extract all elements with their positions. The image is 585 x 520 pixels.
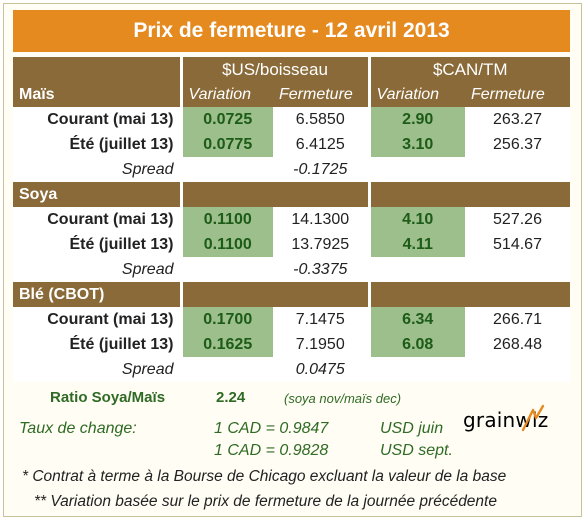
spread-row: Spread 0.0475	[13, 357, 570, 382]
row-label: Été (juillet 13)	[13, 132, 181, 157]
section-fill	[273, 282, 369, 307]
section-header-row: Blé (CBOT)	[13, 282, 570, 307]
grainwiz-logo: grainwiz	[463, 404, 555, 434]
grainwiz-logo-mark: grainwiz	[463, 404, 548, 432]
can-fermeture-value: 266.71	[465, 307, 570, 332]
section-header-row: Soya	[13, 182, 570, 207]
us-variation-value: 0.0775	[179, 132, 273, 157]
can-variation-value: 4.10	[367, 207, 465, 232]
can-fermeture-value: 527.26	[465, 207, 570, 232]
exchange-rate-2: 1 CAD = 0.9828	[214, 442, 329, 459]
section-fill	[367, 282, 465, 307]
row-label: Courant (mai 13)	[13, 107, 181, 132]
col-header-us-fermeture: Fermeture	[273, 82, 369, 107]
us-fermeture-value: 6.5850	[273, 107, 369, 132]
row-label: Été (juillet 13)	[13, 232, 181, 257]
us-fermeture-value: 13.7925	[273, 232, 369, 257]
footnote-2: ** Variation basée sur le prix de fermet…	[34, 493, 497, 510]
section-fill	[465, 182, 570, 207]
table-row: Été (juillet 13) 0.1625 7.1950 6.08 268.…	[13, 332, 570, 357]
section-fill	[179, 282, 273, 307]
empty-cell	[367, 157, 465, 182]
empty-cell	[179, 157, 273, 182]
us-fermeture-value: 14.1300	[273, 207, 369, 232]
table-row: Courant (mai 13) 0.1700 7.1475 6.34 266.…	[13, 307, 570, 332]
price-table: $US/boisseau $CAN/TM Maïs Variation Ferm…	[13, 57, 570, 382]
can-variation-value: 6.34	[367, 307, 465, 332]
group-header-us: $US/boisseau	[179, 57, 369, 82]
exchange-rate-1: 1 CAD = 0.9847	[214, 420, 329, 437]
table-row: Été (juillet 13) 0.1100 13.7925 4.11 514…	[13, 232, 570, 257]
can-variation-value: 4.11	[367, 232, 465, 257]
footnote-1: * Contrat à terme à la Bourse de Chicago…	[22, 468, 507, 485]
empty-cell	[367, 357, 465, 382]
section-fill	[367, 182, 465, 207]
spread-row: Spread -0.1725	[13, 157, 570, 182]
section-title-mais: Maïs	[13, 82, 181, 107]
can-fermeture-value: 263.27	[465, 107, 570, 132]
spread-label: Spread	[13, 157, 181, 182]
us-fermeture-value: 7.1475	[273, 307, 369, 332]
column-header-row: Maïs Variation Fermeture Variation Ferme…	[13, 82, 570, 107]
us-fermeture-value: 6.4125	[273, 132, 369, 157]
can-variation-value: 2.90	[367, 107, 465, 132]
section-fill	[179, 182, 273, 207]
exchange-unit-2: USD sept.	[380, 442, 453, 459]
row-label: Courant (mai 13)	[13, 307, 181, 332]
can-variation-value: 3.10	[367, 132, 465, 157]
empty-cell	[367, 257, 465, 282]
can-variation-value: 6.08	[367, 332, 465, 357]
can-fermeture-value: 514.67	[465, 232, 570, 257]
us-variation-value: 0.1700	[179, 307, 273, 332]
us-variation-value: 0.1100	[179, 232, 273, 257]
table-row: Courant (mai 13) 0.0725 6.5850 2.90 263.…	[13, 107, 570, 132]
empty-cell	[465, 257, 570, 282]
spread-label: Spread	[13, 357, 181, 382]
spread-row: Spread -0.3375	[13, 257, 570, 282]
page-title: Prix de fermeture - 12 avril 2013	[13, 10, 570, 52]
row-label: Courant (mai 13)	[13, 207, 181, 232]
logo-wordmark: grainwiz	[463, 408, 548, 432]
spread-label: Spread	[13, 257, 181, 282]
section-title-ble: Blé (CBOT)	[13, 282, 181, 307]
empty-cell	[465, 357, 570, 382]
empty-cell	[465, 157, 570, 182]
currency-header-row: $US/boisseau $CAN/TM	[13, 57, 570, 82]
us-variation-value: 0.1625	[179, 332, 273, 357]
ratio-note: (soya nov/maïs dec)	[284, 391, 402, 406]
us-variation-value: 0.0725	[179, 107, 273, 132]
spread-value: -0.1725	[273, 157, 369, 182]
empty-cell	[179, 357, 273, 382]
section-fill	[273, 182, 369, 207]
section-title-soya: Soya	[13, 182, 181, 207]
us-fermeture-value: 7.1950	[273, 332, 369, 357]
logo-arrow-icon	[521, 404, 545, 432]
spread-value: -0.3375	[273, 257, 369, 282]
col-header-us-variation: Variation	[179, 82, 273, 107]
table-row: Été (juillet 13) 0.0775 6.4125 3.10 256.…	[13, 132, 570, 157]
header-corner	[13, 57, 181, 82]
us-variation-value: 0.1100	[179, 207, 273, 232]
spread-value: 0.0475	[273, 357, 369, 382]
col-header-can-fermeture: Fermeture	[465, 82, 570, 107]
col-header-can-variation: Variation	[367, 82, 465, 107]
exchange-rate-label: Taux de change:	[19, 420, 137, 437]
empty-cell	[179, 257, 273, 282]
can-fermeture-value: 256.37	[465, 132, 570, 157]
row-label: Été (juillet 13)	[13, 332, 181, 357]
section-fill	[465, 282, 570, 307]
table-row: Courant (mai 13) 0.1100 14.1300 4.10 527…	[13, 207, 570, 232]
group-header-can: $CAN/TM	[367, 57, 570, 82]
ratio-label: Ratio Soya/Maïs	[50, 389, 166, 406]
can-fermeture-value: 268.48	[465, 332, 570, 357]
exchange-unit-1: USD juin	[380, 420, 444, 437]
ratio-value: 2.24	[216, 389, 246, 406]
